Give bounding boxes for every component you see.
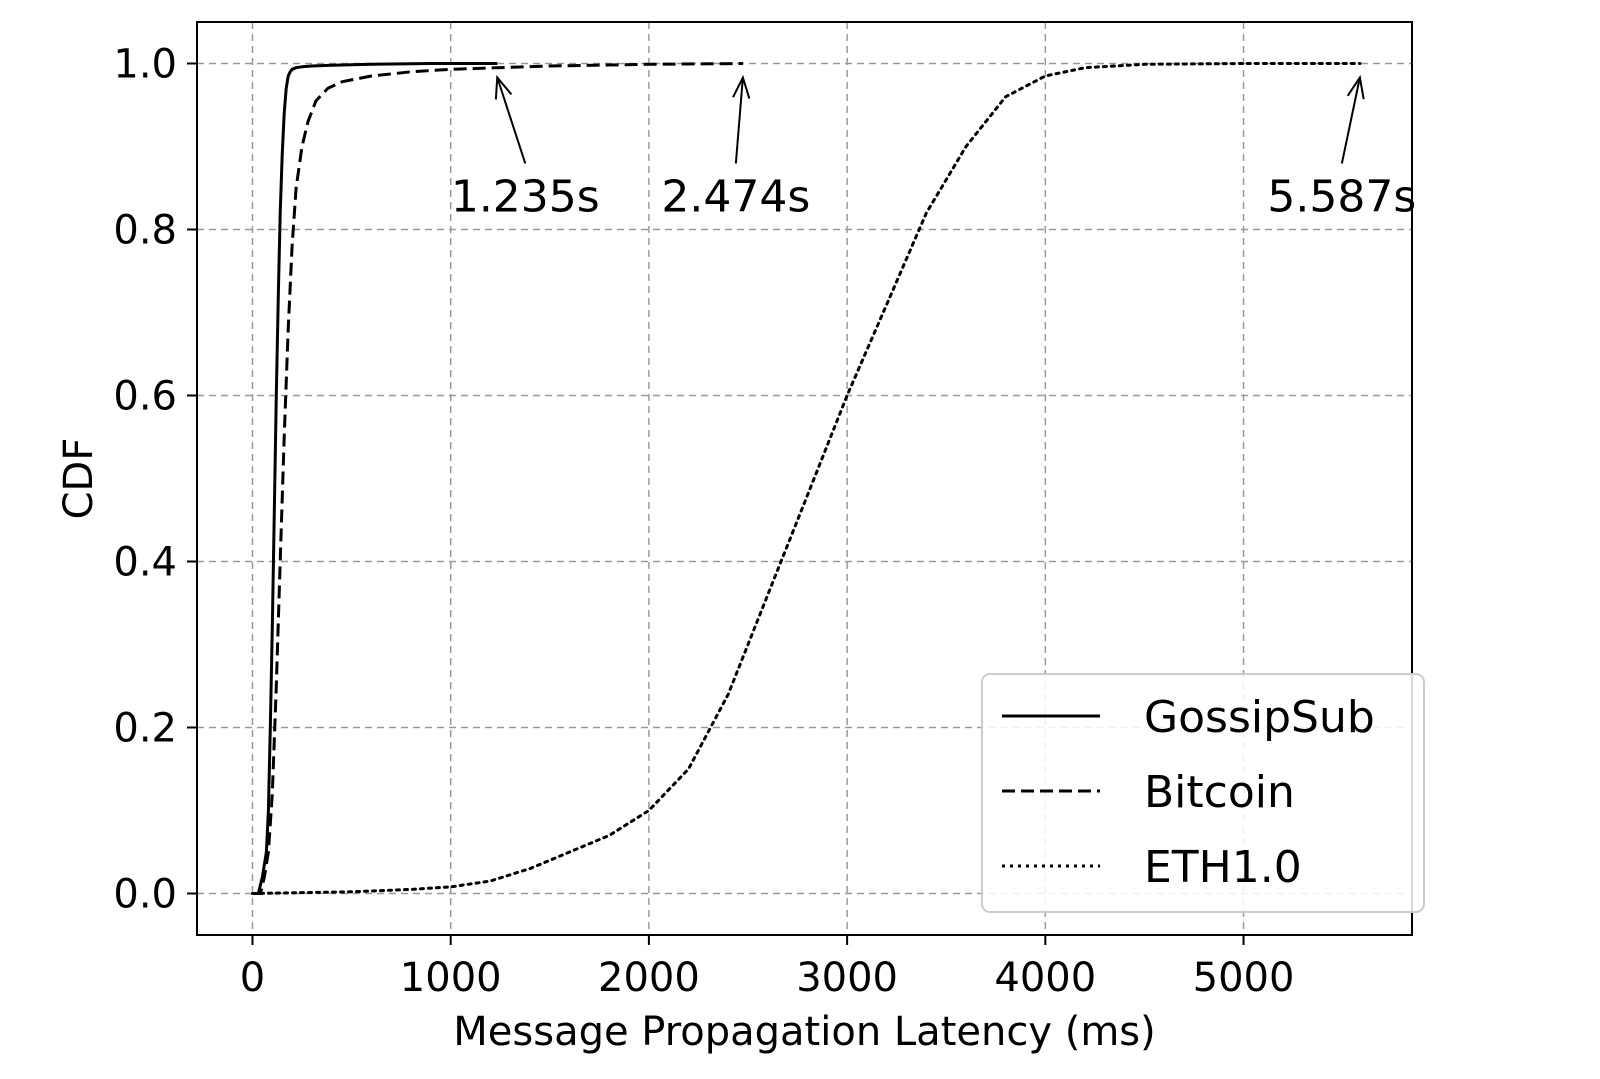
- legend-box: [981, 673, 1425, 913]
- arrow-head: [494, 74, 513, 100]
- y-tick-label: 0.8: [113, 208, 177, 254]
- y-tick-label: 1.0: [113, 42, 177, 88]
- series-layer: [251, 62, 1362, 895]
- legend-label: Bitcoin: [1144, 767, 1295, 818]
- arrow-head: [1346, 74, 1365, 100]
- legend-label: GossipSub: [1144, 692, 1375, 743]
- series-line-gossipsub: [252, 62, 498, 895]
- axis-ticks: 0 1000 2000 3000 4000 5000 0.0 0.2 0.4 0.6 0.8 1.0: [113, 42, 1294, 1002]
- annotation-arrow: [1340, 77, 1361, 164]
- x-tick-label: 3000: [796, 955, 898, 1001]
- annotation: 1.235s: [451, 74, 600, 223]
- series-line-eth1-0: [251, 62, 1362, 895]
- annotation-label: 5.587s: [1267, 172, 1416, 223]
- annotation: 2.474s: [661, 74, 810, 223]
- y-tick-label: 0.0: [113, 872, 177, 918]
- y-tick-label: 0.6: [113, 374, 177, 420]
- x-tick-label: 0: [240, 955, 265, 1001]
- plot-frame: [196, 21, 1413, 936]
- x-tick-label: 1000: [400, 955, 502, 1001]
- annotation-arrow: [496, 77, 527, 164]
- y-tick-label: 0.2: [113, 706, 177, 752]
- legend-label: ETH1.0: [1144, 842, 1302, 893]
- annotation-arrow: [734, 77, 744, 164]
- legend: GossipSub Bitcoin ETH1.0: [981, 673, 1425, 913]
- legend-item: Bitcoin: [1002, 767, 1295, 818]
- legend-item: GossipSub: [1002, 692, 1375, 743]
- annotation-label: 1.235s: [451, 172, 600, 223]
- annotation: 5.587s: [1267, 74, 1416, 223]
- annotations: 1.235s 2.474s 5.587s: [451, 74, 1416, 223]
- legend-item: ETH1.0: [1002, 842, 1302, 893]
- x-tick-label: 5000: [1193, 955, 1295, 1001]
- arrow-head: [732, 74, 751, 99]
- x-tick-label: 2000: [598, 955, 700, 1001]
- series-line-bitcoin: [252, 62, 743, 895]
- x-axis-label: Message Propagation Latency (ms): [453, 1009, 1155, 1055]
- x-tick-label: 4000: [994, 955, 1096, 1001]
- y-axis-label: CDF: [56, 438, 102, 520]
- y-tick-label: 0.4: [113, 540, 177, 586]
- annotation-label: 2.474s: [661, 172, 810, 223]
